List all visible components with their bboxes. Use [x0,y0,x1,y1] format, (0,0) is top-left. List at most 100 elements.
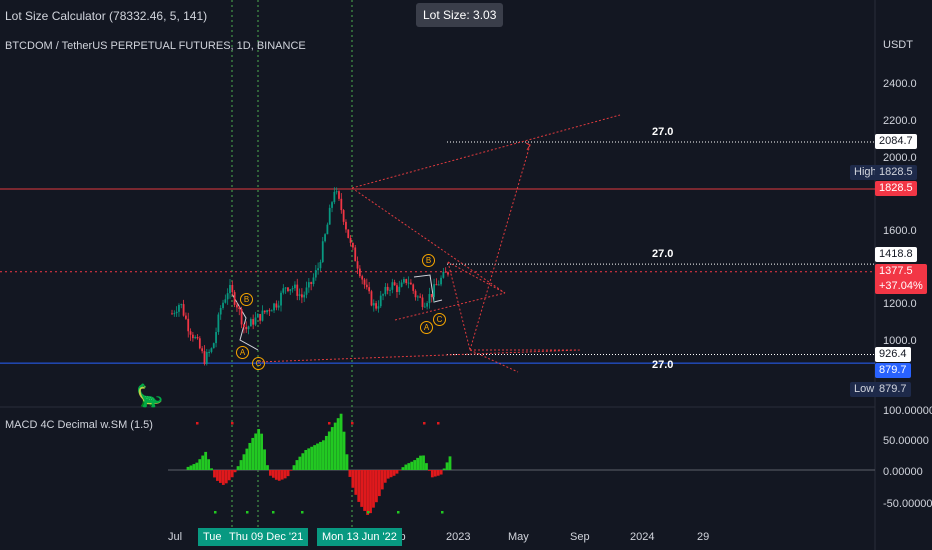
candle-body [428,294,431,304]
currency-label: USDT [883,39,913,51]
candle-body [175,311,178,314]
macd-bar [360,470,364,507]
trend-drawings [231,114,621,373]
macd-bar [195,462,199,470]
macd-bar [301,453,305,470]
candle-body [403,279,405,283]
symbol-title[interactable]: BTCDOM / TetherUS PERPETUAL FUTURES, 1D,… [5,40,306,52]
macd-bar [336,418,340,470]
candle-body [180,304,183,306]
candle-body [386,286,389,291]
candle-body [358,268,361,277]
date-highlight-tag: Thu 09 Dec '21 [224,528,309,546]
candle-body [405,279,408,284]
price-tag-support: 879.7 [875,363,911,378]
macd-bar [430,470,434,478]
candle-body [171,313,173,315]
candle-body [391,282,394,290]
candle-body [233,292,236,305]
candle-body [300,294,303,298]
macd-indicator-label[interactable]: MACD 4C Decimal w.SM (1.5) [5,419,153,431]
candle-body [261,310,264,321]
candle-body [430,294,433,297]
macd-bar [348,470,352,477]
arrow-head-icon [525,142,531,151]
candle-body [270,310,273,312]
candle-body [245,326,248,330]
candle-body [189,331,192,335]
candle-body [208,351,211,353]
macd-bar [213,470,216,478]
macd-bar [216,470,219,481]
candle-body [294,284,296,289]
candle-body [240,309,243,325]
candle-body [354,247,357,262]
fib-label: 27.0 [652,359,674,371]
macd-bar [407,463,411,470]
macd-bar [342,431,346,470]
macd-bar [260,433,263,470]
macd-signal-dot [423,422,426,425]
candle-body [370,291,373,306]
lot-size-indicator-label[interactable]: Lot Size Calculator (78332.46, 5, 141) [5,9,208,23]
wave-label: C [252,357,265,370]
macd-bar [263,449,266,470]
candle-body [426,303,429,307]
candle-body [335,191,338,193]
candle-body [198,338,201,349]
candle-body [437,284,440,286]
macd-bar [375,470,378,503]
macd-bar [386,470,390,479]
wave-label: C [433,313,446,326]
candle-body [349,238,352,243]
candle-body [338,191,340,199]
high-value-tag: 1828.5 [875,165,917,180]
wave-label: A [420,321,433,334]
macd-bar [245,448,249,470]
candle-body [256,314,259,318]
macd-signal-dot [441,511,444,514]
candle-series [171,187,449,366]
macd-bar [271,470,275,478]
candle-body [212,343,215,349]
candle-body [215,332,217,344]
fib-label: 27.0 [652,126,674,138]
macd-bar [377,470,381,497]
macd-bar [316,443,319,470]
macd-signal-dot [301,511,304,514]
macd-bar [319,441,322,470]
macd-tick: 0.00000 [883,466,923,478]
candle-body [352,242,354,248]
macd-bar [380,470,384,490]
candle-body [252,319,255,325]
macd-bar [330,427,334,470]
candle-body [433,284,435,297]
candle-body [333,191,336,203]
candle-body [226,293,229,300]
macd-signal-dot [214,511,217,514]
macd-bar [269,470,272,476]
current-price: 1377.5 [879,265,913,277]
macd-bar [416,457,420,470]
macd-bar [413,460,417,470]
macd-bar [277,470,281,481]
candle-body [298,294,301,296]
wave-label: B [422,254,435,267]
wave-label: B [240,293,253,306]
macd-bar [210,468,213,470]
price-tag-fib-mid: 1418.8 [875,247,917,262]
candle-body [423,306,426,308]
candle-body [414,290,417,298]
tradingview-logo-icon[interactable]: 🦕 [136,383,164,408]
lot-size-box: Lot Size: 3.03 [416,3,504,27]
candle-body [219,308,222,315]
candle-body [224,299,227,303]
candle-body [254,317,257,325]
macd-signal-dot [328,422,331,425]
macd-bar [398,470,402,471]
macd-bar [266,465,269,470]
macd-bar [445,462,449,470]
price-tick: 2000.0 [883,152,917,164]
macd-bar [433,470,437,477]
